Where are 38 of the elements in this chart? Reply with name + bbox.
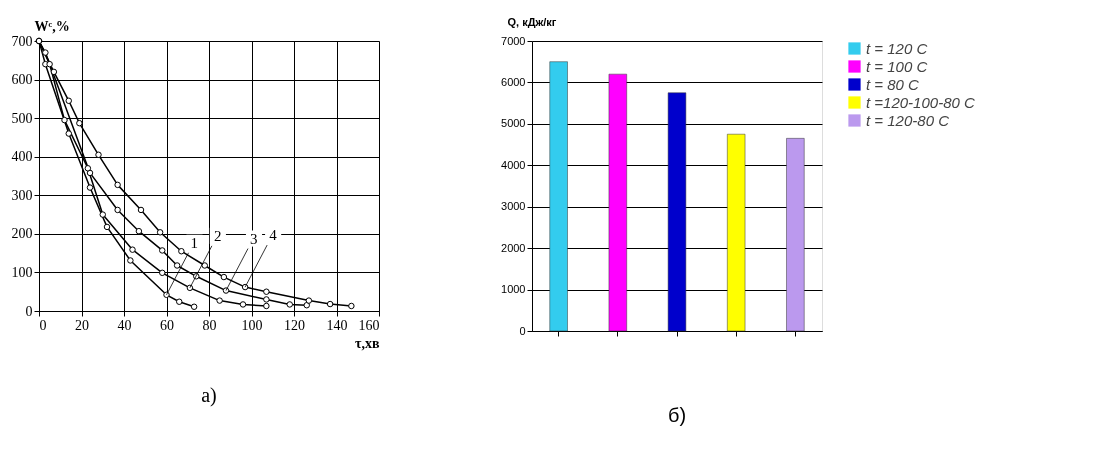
y-tick-label: 6000 xyxy=(501,75,526,88)
x-axis-title: τ,хв xyxy=(354,335,380,351)
y-tick-label: 200 xyxy=(11,226,33,242)
text: а) xyxy=(201,384,217,407)
y-tick-label: 1000 xyxy=(501,283,526,296)
legend-label: t = 100 C xyxy=(866,57,928,75)
legend-label: t = 120 C xyxy=(866,39,928,57)
y-tick-label: 3000 xyxy=(501,200,526,213)
text: 4 xyxy=(269,227,278,244)
y-axis-title: Wᶜ,% xyxy=(34,18,70,34)
text: б) xyxy=(667,404,687,426)
x-tick-label: 40 xyxy=(117,317,132,333)
x-tick-label: 120 xyxy=(284,317,305,333)
y-tick-label: 700 xyxy=(11,33,33,49)
y-tick-label: 5000 xyxy=(501,117,526,130)
y-tick-label: 300 xyxy=(11,187,33,203)
legend-label: t = 120-80 C xyxy=(866,111,950,129)
text: 2 xyxy=(213,227,222,244)
y-tick-label: 7000 xyxy=(501,34,526,47)
x-tick-label: 80 xyxy=(202,317,217,333)
text: 1 xyxy=(190,234,198,251)
x-tick-label: 140 xyxy=(326,317,348,333)
x-tick-label: 20 xyxy=(75,317,89,333)
text: 3 xyxy=(250,230,258,247)
legend-label: t = 80 C xyxy=(866,75,920,93)
y-tick-label: 0 xyxy=(25,303,33,319)
legend-label: t =120-100-80 C xyxy=(866,93,975,111)
y-tick-label: 400 xyxy=(11,149,33,165)
x-tick-label: 60 xyxy=(160,317,174,333)
x-tick-label: 160 xyxy=(358,317,380,333)
x-tick-label: 100 xyxy=(241,317,263,333)
y-tick-label: 600 xyxy=(11,72,33,88)
y-tick-label: 100 xyxy=(11,264,33,280)
y-tick-label: 500 xyxy=(11,110,33,126)
y-axis-title: Q, кДж/кг xyxy=(507,15,557,28)
y-tick-label: 2000 xyxy=(501,241,526,254)
y-tick-label: 4000 xyxy=(501,158,526,171)
x-tick-label: 0 xyxy=(39,317,47,333)
